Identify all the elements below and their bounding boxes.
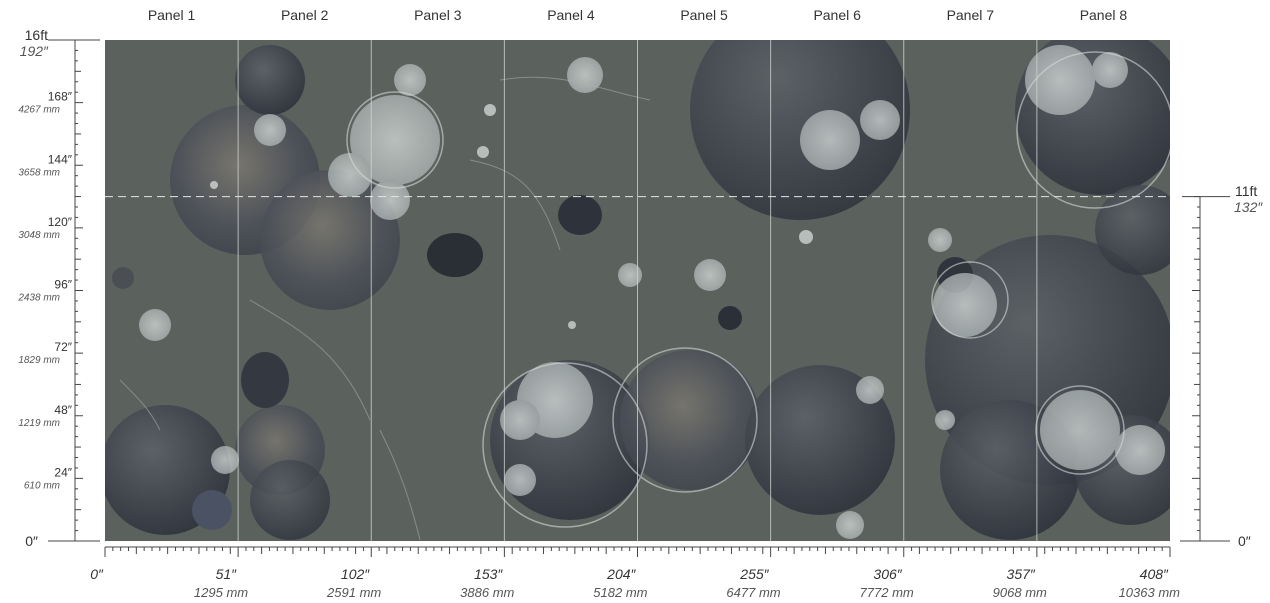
panel-label: Panel 7 [947, 7, 995, 23]
left-top-ft-label: 16ft [25, 27, 48, 43]
panel-label: Panel 3 [414, 7, 462, 23]
bottom-mm-label: 2591 mm [326, 585, 381, 600]
left-mm-label: 3048 mm [18, 230, 60, 241]
left-mm-label: 1829 mm [18, 355, 60, 366]
left-inch-label: 168″ [48, 90, 73, 104]
left-inch-label: 48″ [54, 403, 72, 417]
bottom-inch-label: 51″ [216, 566, 238, 582]
left-mm-label: 1219 mm [18, 418, 60, 429]
left-ruler: 168″4267 mm 144″3658 mm 120″3048 mm 96″2438… [17, 27, 100, 549]
left-inch-label: 120″ [48, 215, 73, 229]
panel-label: Panel 4 [547, 7, 595, 23]
right-height-ft-label: 11ft [1235, 183, 1257, 199]
bottom-inch-label: 255″ [739, 566, 769, 582]
bottom-ruler: 0″ 51″ 1295 mm 102″ 2591 mm 153″ 3886 mm 204″ 51… [90, 546, 1180, 600]
panel-labels: Panel 1 Panel 2 Panel 3 Panel 4 Panel 5 Panel… [148, 7, 1128, 23]
bottom-mm-label: 3886 mm [460, 585, 514, 600]
bottom-inch-label: 408″ [1140, 566, 1169, 582]
left-inch-label: 24″ [54, 465, 72, 479]
right-height-in-label: 132″ [1234, 199, 1263, 215]
bottom-mm-label: 10363 mm [1119, 585, 1181, 600]
panel-label: Panel 1 [148, 7, 196, 23]
right-ruler-ticks [1180, 196, 1230, 542]
left-top-in-label: 192″ [20, 43, 49, 59]
bottom-ruler-labels: 0″ 51″ 1295 mm 102″ 2591 mm 153″ 3886 mm 204″ 51… [90, 566, 1180, 600]
right-zero-label: 0″ [1238, 533, 1251, 549]
bottom-inch-label: 204″ [606, 566, 636, 582]
left-ruler-labels: 168″4267 mm 144″3658 mm 120″3048 mm 96″2438… [17, 90, 72, 492]
bottom-inch-label: 0″ [90, 566, 104, 582]
bottom-inch-label: 102″ [341, 566, 370, 582]
bottom-inch-label: 357″ [1007, 566, 1036, 582]
right-ruler: 11ft 132″ 0″ [1180, 183, 1263, 549]
panel-label: Panel 2 [281, 7, 329, 23]
left-zero-label: 0″ [25, 533, 38, 549]
bottom-inch-label: 153″ [474, 566, 503, 582]
bottom-mm-label: 1295 mm [194, 585, 248, 600]
left-mm-label: 4267 mm [18, 105, 60, 116]
bottom-mm-label: 9068 mm [993, 585, 1047, 600]
left-mm-label: 610 mm [24, 480, 60, 491]
bottom-inch-label: 306″ [873, 566, 902, 582]
panel-label: Panel 5 [680, 7, 728, 23]
left-inch-label: 96″ [54, 278, 72, 292]
left-inch-label: 144″ [48, 152, 73, 166]
bottom-mm-label: 7772 mm [860, 585, 914, 600]
left-mm-label: 2438 mm [17, 293, 60, 304]
bottom-mm-label: 6477 mm [726, 585, 780, 600]
panel-label: Panel 8 [1080, 7, 1128, 23]
panel-dividers [237, 40, 1038, 541]
panel-label: Panel 6 [813, 7, 861, 23]
left-inch-label: 72″ [54, 340, 72, 354]
mural-artwork [105, 40, 1170, 541]
bottom-ruler-ticks [104, 547, 1171, 557]
left-ruler-ticks [48, 39, 100, 542]
bottom-mm-label: 5182 mm [593, 585, 647, 600]
left-mm-label: 3658 mm [18, 167, 60, 178]
